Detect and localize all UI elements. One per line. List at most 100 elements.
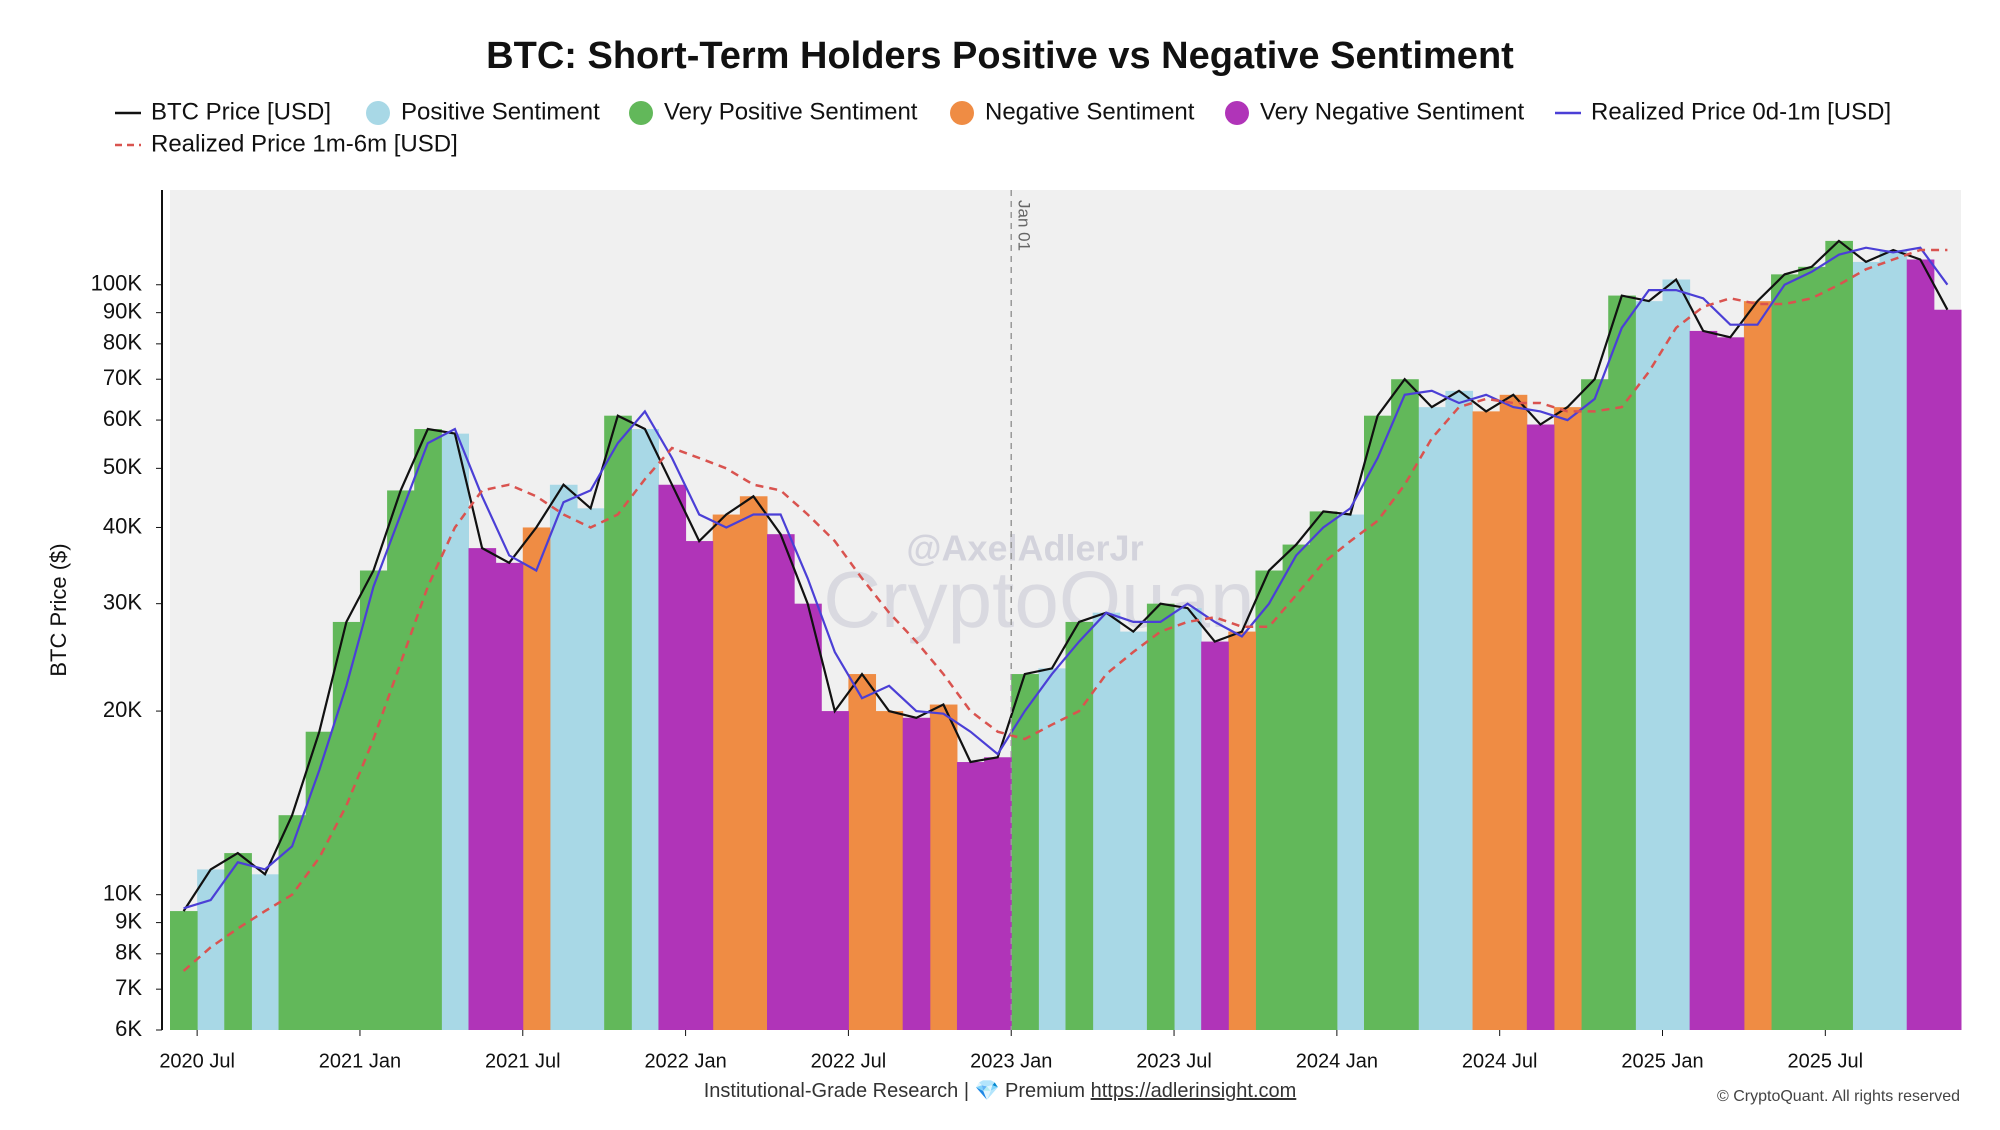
sentiment-bar [767, 534, 795, 1030]
legend-label: Realized Price 1m-6m [USD] [151, 130, 458, 157]
sentiment-bar [441, 433, 469, 1030]
sentiment-bar [332, 621, 361, 1030]
sentiment-bar [1608, 295, 1636, 1030]
sentiment-bar [1201, 641, 1229, 1030]
sentiment-bar [305, 731, 334, 1030]
sentiment-bar [685, 541, 714, 1030]
sentiment-bar [1255, 570, 1284, 1030]
sentiment-bar [1445, 390, 1474, 1030]
y-tick-label: 7K [115, 975, 142, 1000]
sentiment-bar [712, 514, 741, 1030]
sentiment-bar [1825, 240, 1853, 1030]
sentiment-bar [1146, 603, 1175, 1030]
sentiment-bar [1364, 415, 1392, 1031]
sentiment-bar [984, 757, 1012, 1030]
sentiment-bar [1228, 631, 1256, 1030]
x-tick-label: 2021 Jul [485, 1050, 561, 1072]
sentiment-bar [1635, 301, 1663, 1030]
sentiment-bar [1743, 301, 1772, 1030]
legend-swatch [629, 101, 653, 125]
sentiment-bar [1933, 309, 1962, 1031]
footer-text: Institutional-Grade Research | 💎 Premium [704, 1080, 1085, 1102]
sentiment-bar [1336, 514, 1365, 1030]
y-tick-label: 8K [115, 940, 142, 965]
sentiment-bar [794, 603, 822, 1030]
sentiment-bar [577, 508, 605, 1031]
y-tick-label: 9K [115, 908, 142, 933]
sentiment-bar [549, 484, 578, 1030]
watermark-handle: @AxelAdlerJr [906, 528, 1143, 569]
sentiment-bar [902, 717, 931, 1030]
y-tick-label: 60K [103, 406, 142, 431]
series-line [183, 246, 1949, 910]
sentiment-bar [1852, 261, 1881, 1030]
y-tick-label: 30K [103, 589, 142, 614]
y-tick-label: 70K [103, 365, 142, 390]
sentiment-bar [251, 874, 280, 1030]
legend-label: Negative Sentiment [985, 98, 1195, 125]
watermark-brand: CryptoQuant [823, 555, 1277, 644]
legend-label: Realized Price 0d-1m [USD] [1591, 98, 1891, 125]
sentiment-bar [1309, 511, 1338, 1030]
sentiment-bar [1499, 394, 1528, 1031]
x-tick-label: 2022 Jan [644, 1050, 726, 1072]
legend-label: Positive Sentiment [401, 98, 600, 125]
x-tick-label: 2023 Jul [1136, 1050, 1212, 1072]
sentiment-bar [821, 711, 849, 1030]
sentiment-bar [631, 429, 659, 1030]
footer-link[interactable]: https://adlerinsight.com [1091, 1080, 1297, 1102]
footer: Institutional-Grade Research | 💎 Premium… [704, 1080, 1297, 1102]
x-tick-label: 2022 Jul [811, 1050, 887, 1072]
sentiment-bar [1038, 668, 1066, 1030]
y-tick-label: 10K [103, 880, 142, 905]
sentiment-bar [1391, 379, 1419, 1030]
series-line [182, 239, 1949, 912]
legend-label: BTC Price [USD] [151, 98, 331, 125]
sentiment-bar [1011, 674, 1039, 1030]
plot-area [170, 239, 1962, 1031]
x-tick-label: 2025 Jan [1621, 1050, 1703, 1072]
sentiment-bar [658, 484, 687, 1030]
sentiment-bar [1906, 259, 1935, 1030]
sentiment-bar [1581, 379, 1609, 1030]
annotation-label: Jan 01 [1015, 200, 1034, 251]
x-tick-label: 2024 Jan [1296, 1050, 1378, 1072]
chart-title: BTC: Short-Term Holders Positive vs Nega… [486, 35, 1514, 77]
sentiment-bar [739, 496, 768, 1030]
sentiment-bar [1553, 407, 1582, 1030]
legend-swatch [950, 101, 974, 125]
sentiment-bar [848, 674, 877, 1030]
sentiment-bar [1879, 250, 1908, 1030]
copyright: © CryptoQuant. All rights reserved [1717, 1088, 1960, 1105]
sentiment-bar [522, 527, 551, 1030]
legend-label: Very Negative Sentiment [1260, 98, 1524, 125]
sentiment-bar [387, 490, 415, 1030]
sentiment-bar [1065, 621, 1094, 1030]
x-tick-label: 2020 Jul [159, 1050, 235, 1072]
legend-swatch [366, 101, 390, 125]
y-tick-label: 50K [103, 454, 142, 479]
sentiment-bar [875, 711, 904, 1030]
y-axis-label: BTC Price ($) [46, 543, 71, 676]
sentiment-bar [414, 429, 442, 1030]
sentiment-bar [1282, 544, 1311, 1030]
sentiment-bar [197, 869, 225, 1030]
sentiment-bar [1798, 266, 1826, 1030]
sentiment-bar [1716, 337, 1745, 1030]
sentiment-bar [224, 853, 252, 1030]
x-tick-label: 2023 Jan [970, 1050, 1052, 1072]
sentiment-bar [1418, 407, 1446, 1030]
sentiment-bar [468, 548, 497, 1030]
sentiment-bar [1092, 612, 1121, 1030]
sentiment-bar [1662, 279, 1691, 1030]
sentiment-bar [495, 562, 524, 1030]
series-line [182, 248, 1948, 972]
legend-label: Very Positive Sentiment [664, 98, 918, 125]
sentiment-bar [1689, 330, 1718, 1030]
y-tick-label: 90K [103, 298, 142, 323]
sentiment-bar [1526, 424, 1555, 1030]
sentiment-bar [604, 415, 632, 1031]
sentiment-bar [359, 570, 388, 1030]
sentiment-bar [956, 762, 985, 1030]
